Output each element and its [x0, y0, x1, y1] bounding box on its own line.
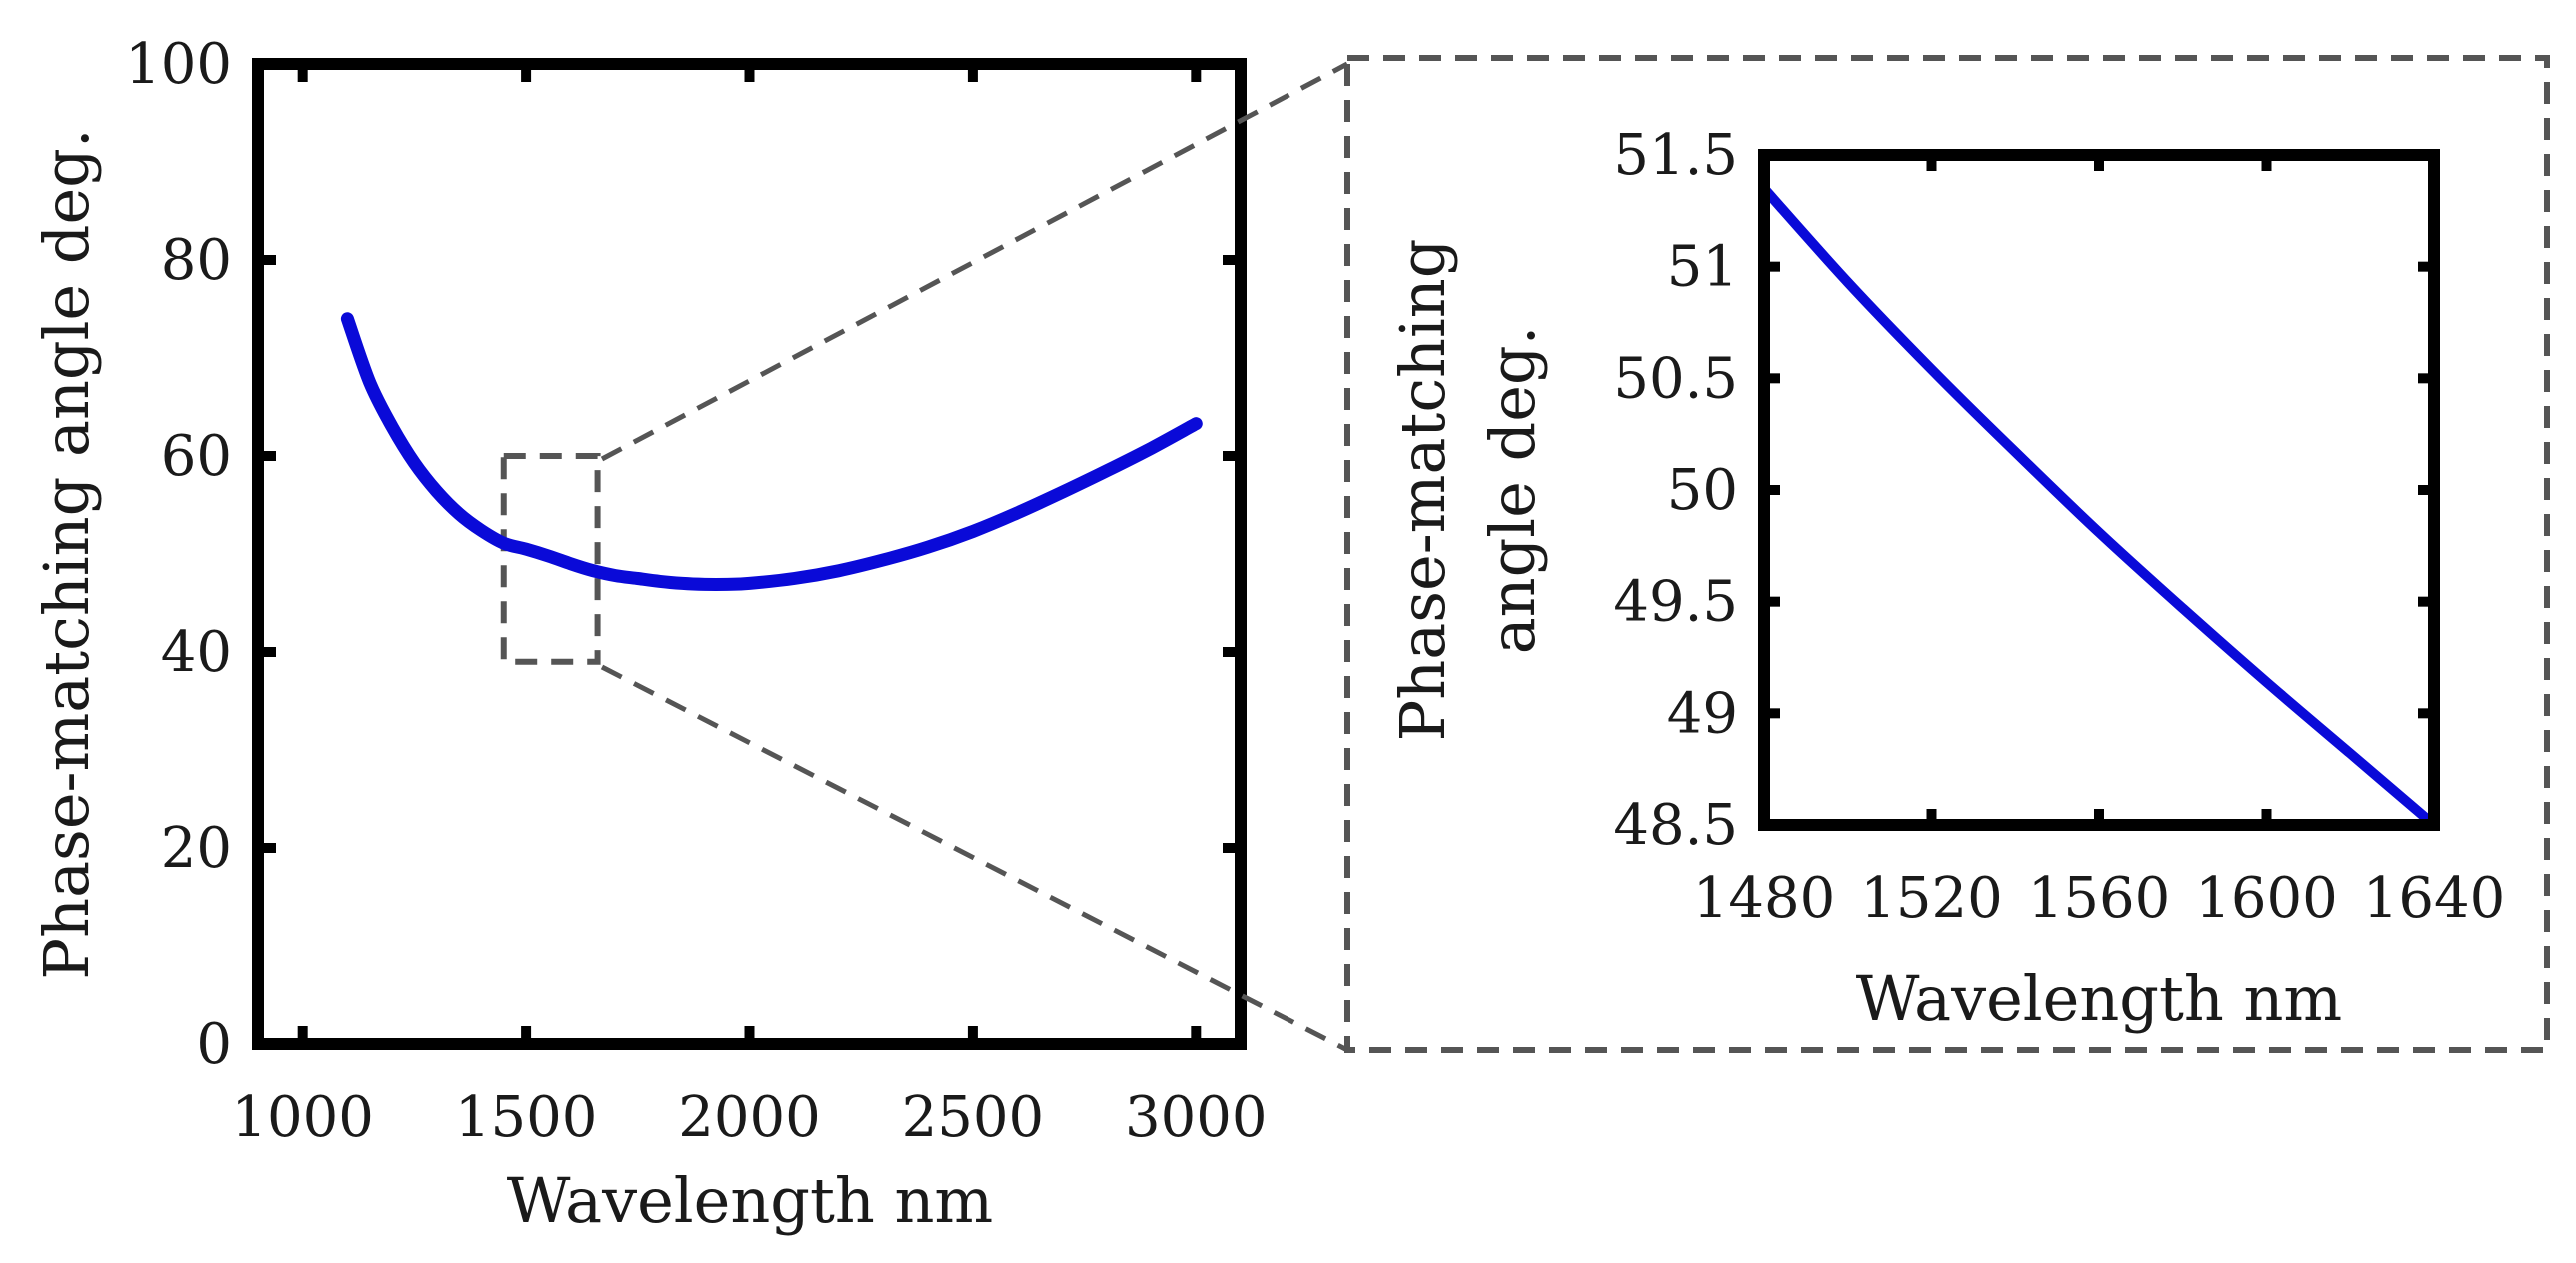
- inset-x-tick-label: 1480: [1693, 866, 1836, 931]
- inset-x-tick-label: 1520: [1860, 866, 2003, 931]
- main-y-axis-title: Phase-matching angle deg.: [30, 128, 103, 979]
- inset-y-tick-label: 49: [1667, 681, 1738, 746]
- main-y-tick-label: 40: [161, 620, 232, 685]
- inset-dashed-border: [1344, 55, 2550, 1053]
- zoom-region-box: [500, 453, 601, 665]
- inset-x-tick-label: 1640: [2363, 866, 2506, 931]
- main-plot-frame: [252, 58, 1247, 1050]
- inset-y-axis-title-line1: Phase-matching: [1386, 239, 1459, 742]
- zoom-connector-lines: [600, 61, 1349, 1053]
- main-y-tick-label: 0: [196, 1012, 232, 1077]
- main-y-ticks: 0 20 40 60 80 100: [125, 32, 1241, 1077]
- main-y-tick-label: 100: [125, 32, 232, 97]
- main-x-ticks: 1000 1500 2000 2500 3000: [231, 64, 1268, 1150]
- main-chart: 0 20 40 60 80 100 1000 1500 2000 2500 3000 Wavele…: [30, 32, 1268, 1237]
- inset-y-tick-label: 48.5: [1613, 793, 1738, 858]
- main-x-tick-label: 1000: [231, 1085, 374, 1150]
- main-x-tick-label: 1500: [455, 1085, 598, 1150]
- inset-y-tick-label: 50.5: [1613, 346, 1738, 411]
- inset-y-tick-label: 50: [1667, 458, 1738, 523]
- inset-x-tick-label: 1600: [2195, 866, 2338, 931]
- inset-y-tick-label: 51.5: [1613, 123, 1738, 188]
- zoom-connector-bottom: [600, 664, 1349, 1053]
- inset-series-line: [1759, 183, 2439, 830]
- inset-x-ticks: 1480 1520 1560 1600 1640: [1693, 155, 2506, 931]
- main-x-axis-title: Wavelength nm: [507, 1164, 993, 1237]
- inset-x-axis-title: Wavelength nm: [1856, 962, 2342, 1035]
- main-y-tick-label: 20: [161, 816, 232, 881]
- inset-y-tick-label: 49.5: [1613, 570, 1738, 635]
- inset-y-axis-title-line2: angle deg.: [1476, 326, 1549, 655]
- zoom-connector-top: [600, 61, 1349, 462]
- main-x-tick-label: 2000: [678, 1085, 821, 1150]
- inset-plot-frame: [1758, 149, 2440, 831]
- main-y-tick-label: 80: [161, 228, 232, 293]
- inset-y-ticks: 48.5 49 49.5 50 50.5 51 51.5: [1613, 123, 2434, 858]
- main-x-tick-label: 3000: [1125, 1085, 1268, 1150]
- inset-x-tick-label: 1560: [2028, 866, 2171, 931]
- main-series-line: [340, 312, 1203, 591]
- main-x-tick-label: 2500: [902, 1085, 1045, 1150]
- main-y-tick-label: 60: [161, 424, 232, 489]
- zoom-region: [500, 453, 601, 665]
- inset-y-tick-label: 51: [1667, 235, 1738, 300]
